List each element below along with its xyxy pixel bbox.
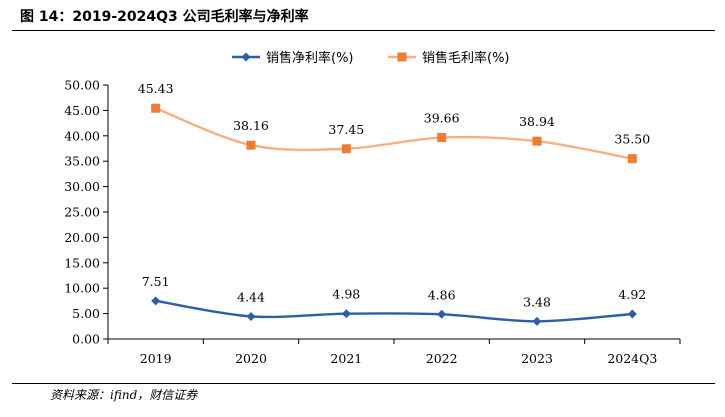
chart-series: 7.51 4.44 4.98 4.86 3.48 4.92 45.43 38.16 37.45 3…: [138, 81, 650, 326]
y-tick-label: 10.00: [64, 281, 100, 296]
data-point: [628, 310, 637, 319]
data-point: [628, 154, 637, 163]
series-net-margin: 7.51 4.44 4.98 4.86 3.48 4.92: [142, 274, 647, 326]
legend-item: 销售毛利率(%): [388, 50, 510, 66]
data-point: [533, 137, 542, 146]
y-tick-label: 25.00: [64, 205, 100, 220]
y-tick-label: 20.00: [64, 230, 100, 245]
x-tick-label: 2022: [426, 351, 458, 366]
data-label: 4.92: [618, 287, 646, 302]
y-tick-label: 0.00: [72, 332, 100, 347]
data-label: 7.51: [142, 274, 170, 289]
series-gross-margin: 45.43 38.16 37.45 39.66 38.94 35.50: [138, 81, 650, 163]
data-point: [437, 310, 446, 319]
legend-marker: [398, 53, 407, 62]
data-label: 4.98: [332, 287, 360, 302]
source-note: 资料来源：ifind，财信证券: [50, 386, 197, 403]
data-label: 35.50: [614, 132, 650, 147]
data-label: 3.48: [523, 294, 551, 309]
source-rule: [12, 383, 715, 384]
legend-item: 销售净利率(%): [232, 50, 354, 66]
x-tick-label: 2020: [235, 351, 267, 366]
data-point: [342, 309, 351, 318]
data-label: 37.45: [328, 122, 364, 137]
x-tick-label: 2021: [330, 351, 362, 366]
legend-label: 销售净利率(%): [266, 50, 354, 66]
data-label: 38.16: [233, 118, 269, 133]
x-tick-label: 2024Q3: [607, 351, 657, 366]
data-point: [151, 296, 160, 305]
series-line: [156, 108, 633, 158]
y-tick-label: 5.00: [72, 306, 100, 321]
chart-legend: 销售净利率(%) 销售毛利率(%): [232, 50, 510, 66]
data-point: [151, 104, 160, 113]
series-line: [156, 301, 633, 321]
chart-axes: 0.00 5.00 10.00 15.00 20.00 25.00 30.00 35.00 40…: [64, 78, 680, 367]
data-label: 4.86: [428, 287, 456, 302]
y-tick-label: 15.00: [64, 255, 100, 270]
data-point: [247, 312, 256, 321]
x-tick-label: 2019: [140, 351, 172, 366]
data-label: 39.66: [424, 111, 460, 126]
data-label: 4.44: [237, 289, 265, 304]
data-point: [342, 144, 351, 153]
legend-label: 销售毛利率(%): [422, 50, 510, 66]
line-chart: 销售净利率(%) 销售毛利率(%) 0.00 5.00 10.00 15.00 20.00…: [0, 0, 725, 417]
y-tick-label: 40.00: [64, 128, 100, 143]
y-tick-label: 50.00: [64, 78, 100, 93]
y-tick-label: 30.00: [64, 179, 100, 194]
data-label: 45.43: [138, 81, 174, 96]
legend-marker: [242, 53, 251, 62]
y-tick-label: 35.00: [64, 154, 100, 169]
data-label: 38.94: [519, 114, 555, 129]
data-point: [533, 317, 542, 326]
data-point: [247, 141, 256, 150]
y-tick-label: 45.00: [64, 103, 100, 118]
data-point: [437, 133, 446, 142]
x-tick-label: 2023: [521, 351, 553, 366]
